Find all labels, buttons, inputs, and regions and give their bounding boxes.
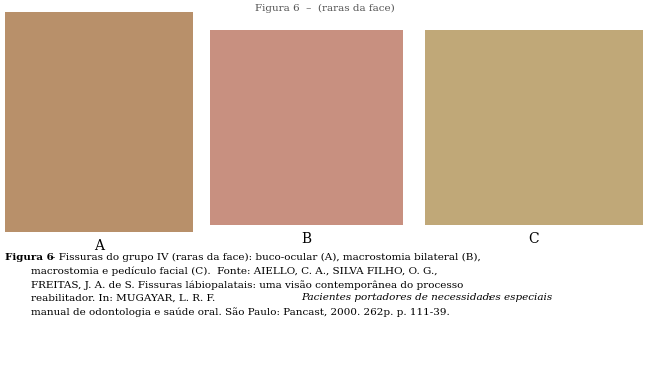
Text: – Fissuras do grupo IV (raras da face): buco-ocular (A), macrostomia bilateral (: – Fissuras do grupo IV (raras da face): … <box>47 253 480 262</box>
Text: manual de odontologia e saúde oral. São Paulo: Pancast, 2000. 262p. p. 111-39.: manual de odontologia e saúde oral. São … <box>5 307 450 317</box>
Text: Pacientes portadores de necessidades especiais: Pacientes portadores de necessidades esp… <box>301 294 552 302</box>
Text: C: C <box>529 232 539 246</box>
Text: FREITAS, J. A. de S. Fissuras lábiopalatais: uma visão contemporânea do processo: FREITAS, J. A. de S. Fissuras lábiopalat… <box>5 280 464 290</box>
Text: A: A <box>94 239 104 253</box>
Bar <box>210 30 403 225</box>
Bar <box>5 12 193 232</box>
Text: :: : <box>488 294 492 302</box>
Text: macrostomia e pedículo facial (C).  Fonte: AIELLO, C. A., SILVA FILHO, O. G.,: macrostomia e pedículo facial (C). Fonte… <box>5 266 437 276</box>
Text: Figura 6: Figura 6 <box>5 253 54 262</box>
Text: reabilitador. In: MUGAYAR, L. R. F.: reabilitador. In: MUGAYAR, L. R. F. <box>5 294 222 302</box>
Bar <box>425 30 643 225</box>
Text: B: B <box>301 232 312 246</box>
Text: Figura 6  –  (raras da face): Figura 6 – (raras da face) <box>255 4 395 13</box>
